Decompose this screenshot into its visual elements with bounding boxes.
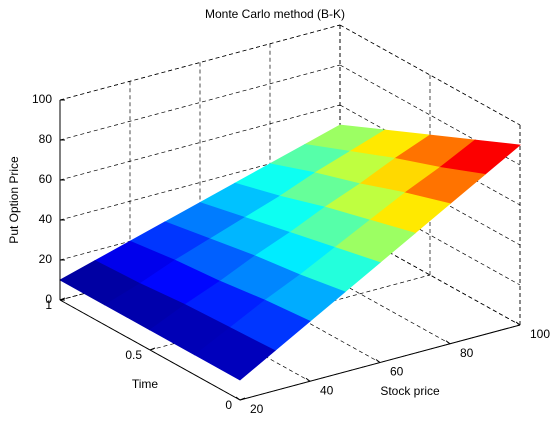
- x-tick: [375, 359, 381, 363]
- y-tick: [239, 397, 246, 401]
- surface-cell: [194, 327, 276, 381]
- x-tick-label: 100: [530, 327, 550, 341]
- y-tick-label: 1: [45, 298, 52, 312]
- grid-line: [59, 24, 341, 101]
- y-tick: [59, 297, 66, 301]
- x-axis-label: Stock price: [380, 384, 440, 398]
- x-tick: [235, 396, 241, 401]
- z-tick-label: 0: [45, 292, 52, 306]
- y-tick-label: 0.5: [125, 348, 142, 362]
- z-tick-label: 80: [39, 132, 53, 146]
- x-tick: [445, 340, 451, 345]
- z-tick-label: 20: [39, 252, 53, 266]
- y-tick: [149, 347, 156, 351]
- grid-line: [199, 262, 381, 363]
- grid-line: [339, 104, 521, 206]
- grid-line: [339, 24, 521, 126]
- grid-line: [149, 274, 431, 351]
- grid-line: [59, 64, 341, 141]
- x-tick-label: 20: [250, 402, 264, 416]
- y-axis-label: Time: [132, 377, 159, 391]
- x-tick-label: 40: [320, 383, 334, 397]
- x-tick-label: 60: [390, 365, 404, 379]
- y-tick-label: 0: [225, 398, 232, 412]
- z-tick-label: 100: [32, 92, 52, 106]
- z-tick-label: 40: [39, 212, 53, 226]
- x-tick-label: 80: [460, 346, 474, 360]
- z-tick-label: 60: [39, 172, 53, 186]
- z-axis-label: Put Option Price: [7, 156, 21, 244]
- x-tick: [515, 321, 521, 326]
- grid-line: [339, 224, 521, 326]
- chart-title: Monte Carlo method (B-K): [205, 7, 345, 21]
- x-tick: [305, 377, 311, 382]
- grid-line: [129, 280, 311, 382]
- grid-line: [339, 184, 521, 286]
- grid-line: [339, 144, 521, 246]
- grid-line: [269, 243, 451, 345]
- grid-line: [59, 104, 341, 181]
